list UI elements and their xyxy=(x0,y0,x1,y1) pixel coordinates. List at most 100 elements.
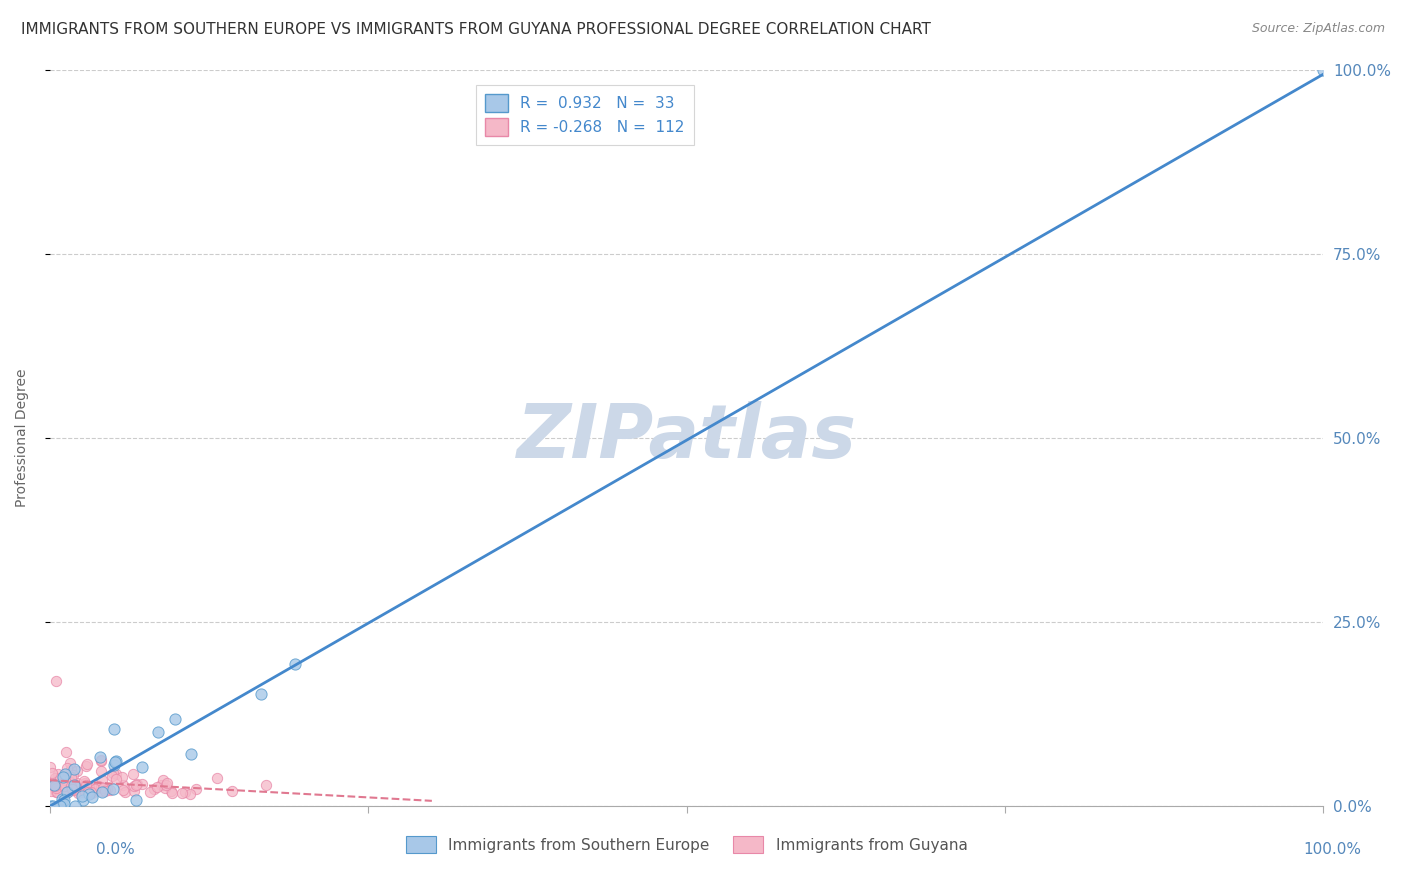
Point xyxy=(52,782,75,797)
Point xyxy=(80,785,103,799)
Point xyxy=(80,786,103,800)
Point xyxy=(143,782,166,797)
Point xyxy=(160,783,183,797)
Point xyxy=(48,779,70,793)
Point xyxy=(45,673,67,688)
Point xyxy=(72,785,94,799)
Point xyxy=(87,779,110,793)
Point xyxy=(90,764,112,779)
Point xyxy=(131,760,153,774)
Point xyxy=(52,793,75,807)
Point xyxy=(84,782,107,797)
Point xyxy=(44,779,66,793)
Point xyxy=(75,783,97,797)
Point xyxy=(63,778,86,792)
Point xyxy=(94,784,117,798)
Point xyxy=(52,774,75,789)
Point xyxy=(77,785,100,799)
Point xyxy=(103,722,125,736)
Point xyxy=(75,778,97,792)
Point xyxy=(103,766,125,780)
Point xyxy=(51,792,73,806)
Text: IMMIGRANTS FROM SOUTHERN EUROPE VS IMMIGRANTS FROM GUYANA PROFESSIONAL DEGREE CO: IMMIGRANTS FROM SOUTHERN EUROPE VS IMMIG… xyxy=(21,22,931,37)
Point xyxy=(52,771,75,785)
Text: 100.0%: 100.0% xyxy=(1303,842,1361,856)
Point xyxy=(48,781,70,796)
Point xyxy=(45,774,67,789)
Point xyxy=(53,773,76,788)
Point xyxy=(59,779,82,793)
Point xyxy=(53,797,76,812)
Point xyxy=(52,770,75,784)
Point xyxy=(125,777,148,791)
Point xyxy=(41,776,63,790)
Point xyxy=(1312,63,1334,78)
Point xyxy=(103,757,125,772)
Point xyxy=(45,784,67,798)
Point xyxy=(52,779,75,793)
Point xyxy=(179,787,201,801)
Point xyxy=(46,785,69,799)
Point xyxy=(184,782,207,797)
Point xyxy=(174,784,197,798)
Point xyxy=(91,785,114,799)
Point xyxy=(59,756,82,770)
Point xyxy=(53,782,76,797)
Point xyxy=(67,785,90,799)
Point xyxy=(39,778,62,792)
Point xyxy=(45,775,67,789)
Point xyxy=(62,768,84,782)
Point xyxy=(58,774,80,789)
Point xyxy=(152,772,174,787)
Point xyxy=(153,780,176,795)
Point xyxy=(49,777,72,791)
Point xyxy=(163,712,186,726)
Point xyxy=(44,771,66,785)
Point xyxy=(221,783,243,797)
Point xyxy=(66,776,89,790)
Point xyxy=(125,778,148,792)
Point xyxy=(77,780,100,794)
Point xyxy=(104,755,127,769)
Point xyxy=(96,782,118,797)
Point xyxy=(73,776,96,790)
Point xyxy=(66,764,89,778)
Point xyxy=(75,785,97,799)
Point xyxy=(249,687,271,701)
Point xyxy=(170,786,193,800)
Point xyxy=(76,756,98,771)
Y-axis label: Professional Degree: Professional Degree xyxy=(15,368,30,507)
Point xyxy=(75,758,97,772)
Point xyxy=(62,782,84,797)
Point xyxy=(122,784,145,798)
Point xyxy=(63,778,86,792)
Point xyxy=(63,762,86,776)
Point xyxy=(110,770,132,784)
Point xyxy=(205,771,228,785)
Point xyxy=(56,761,79,775)
Point xyxy=(114,785,136,799)
Point xyxy=(91,780,114,795)
Point xyxy=(145,780,167,795)
Point xyxy=(42,778,65,792)
Point xyxy=(41,775,63,789)
Point xyxy=(254,778,277,792)
Point xyxy=(55,745,77,759)
Point xyxy=(59,765,82,780)
Point xyxy=(60,770,83,784)
Point xyxy=(49,772,72,786)
Point xyxy=(139,785,162,799)
Point xyxy=(49,798,72,813)
Point xyxy=(89,749,111,764)
Point xyxy=(82,789,104,804)
Point xyxy=(155,778,177,792)
Point xyxy=(70,789,93,804)
Point xyxy=(67,784,90,798)
Point xyxy=(180,747,202,761)
Point xyxy=(121,767,143,781)
Point xyxy=(52,785,75,799)
Point xyxy=(58,783,80,797)
Point xyxy=(73,784,96,798)
Point xyxy=(53,772,76,787)
Point xyxy=(284,657,307,671)
